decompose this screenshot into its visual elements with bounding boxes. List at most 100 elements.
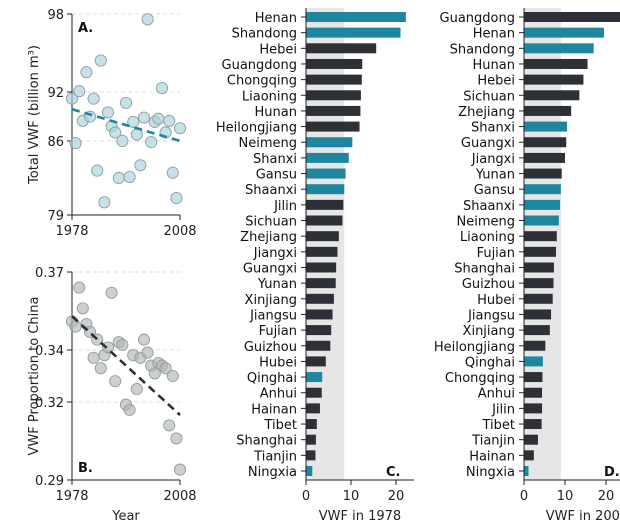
category-label: Shaanxi — [463, 199, 515, 214]
bar — [306, 340, 331, 351]
bar — [306, 74, 362, 85]
data-point — [152, 112, 165, 125]
trend-line — [71, 315, 181, 416]
bar — [524, 434, 538, 445]
bar — [524, 387, 543, 398]
bar — [306, 184, 345, 195]
category-label: Shanghai — [454, 261, 515, 276]
category-label: Shanghai — [236, 434, 297, 449]
bar — [306, 246, 338, 257]
category-label: Shandong — [450, 42, 515, 57]
category-label: Neimeng — [457, 215, 516, 230]
y-axis-label: VWF Proportion to China — [27, 297, 42, 456]
bar — [306, 105, 361, 116]
category-label: Fujian — [259, 324, 297, 339]
bar — [306, 309, 333, 320]
category-label: Guangdong — [222, 58, 297, 73]
x-axis-label: Year — [111, 509, 140, 523]
data-point — [109, 375, 122, 388]
bar — [524, 27, 604, 38]
data-point — [141, 346, 154, 359]
x-tick-label: 1978 — [55, 224, 88, 239]
bar — [306, 434, 316, 445]
bar — [306, 90, 361, 101]
bar — [306, 293, 334, 304]
bar — [524, 12, 620, 22]
x-axis-label: VWF in 1978 — [319, 509, 401, 523]
category-label: Jiangxi — [471, 152, 515, 167]
panel-label: C. — [386, 465, 400, 480]
category-label: Guangxi — [461, 136, 515, 151]
bar — [306, 43, 377, 54]
y-tick-label: 0.34 — [35, 344, 64, 359]
bar — [524, 309, 552, 320]
bar — [306, 199, 344, 210]
category-label: Neimeng — [239, 136, 298, 151]
panel-label: D. — [604, 465, 620, 480]
x-axis-label: VWF in 2008 — [546, 509, 620, 523]
bar — [306, 262, 337, 273]
category-label: Heilongjiang — [216, 121, 297, 136]
category-label: Jiangsu — [467, 308, 515, 323]
category-label: Hunan — [255, 105, 297, 120]
data-point — [170, 432, 183, 445]
category-label: Xinjiang — [463, 324, 515, 339]
category-label: Henan — [473, 27, 515, 42]
bar — [524, 137, 567, 148]
bar — [524, 262, 554, 273]
panel-label: B. — [78, 461, 93, 476]
category-label: Anhui — [478, 387, 515, 402]
data-point — [87, 351, 100, 364]
category-label: Liaoning — [242, 89, 297, 104]
data-point — [141, 13, 154, 26]
bar — [524, 168, 562, 179]
y-tick-label: 0.37 — [35, 266, 64, 281]
panel-a: 79 86 92 98 1978 2008 A. Total VWF (billion m³) — [27, 8, 197, 239]
category-label: Hainan — [469, 449, 515, 464]
bar — [524, 199, 561, 210]
data-point — [65, 92, 79, 105]
bar — [524, 152, 565, 163]
category-label: Hebei — [477, 74, 515, 89]
bar — [524, 43, 594, 54]
bar — [306, 121, 360, 132]
bar — [306, 137, 353, 148]
data-point — [116, 134, 129, 147]
bar — [524, 466, 529, 476]
y-tick-label: 86 — [47, 135, 64, 150]
bar — [524, 231, 557, 242]
category-label: Sichuan — [463, 89, 515, 104]
data-point — [105, 286, 118, 299]
bar — [306, 278, 336, 289]
data-point — [170, 192, 183, 205]
bar — [524, 246, 556, 257]
bar — [524, 356, 543, 367]
category-label: Liaoning — [460, 230, 515, 245]
data-point — [109, 126, 122, 139]
bar — [306, 168, 346, 179]
trend-line — [71, 107, 181, 143]
x-tick-label: 1978 — [55, 489, 88, 504]
category-label: Tianjin — [471, 434, 515, 449]
bar — [306, 450, 316, 461]
data-point — [130, 382, 143, 396]
data-point — [123, 403, 136, 416]
data-point — [163, 419, 176, 432]
data-point — [134, 159, 147, 172]
data-point — [166, 369, 179, 383]
mean-band — [306, 8, 345, 480]
category-label: Gansu — [474, 183, 515, 198]
bar — [524, 74, 584, 85]
category-label: Shanxi — [471, 121, 515, 136]
x-tick-label: 10 — [343, 489, 360, 504]
category-label: Tibet — [482, 418, 516, 433]
category-label: Yunan — [257, 277, 297, 292]
panel-d: GuangdongHenanShandongHunanHebeiSichuanZ… — [434, 8, 620, 523]
y-axis-label: Total VWF (billion m³) — [27, 45, 42, 185]
data-point — [101, 106, 115, 119]
data-point — [173, 122, 187, 135]
bar — [306, 12, 406, 22]
bar — [524, 372, 543, 383]
data-point — [145, 135, 158, 149]
category-label: Chongqing — [227, 74, 297, 89]
